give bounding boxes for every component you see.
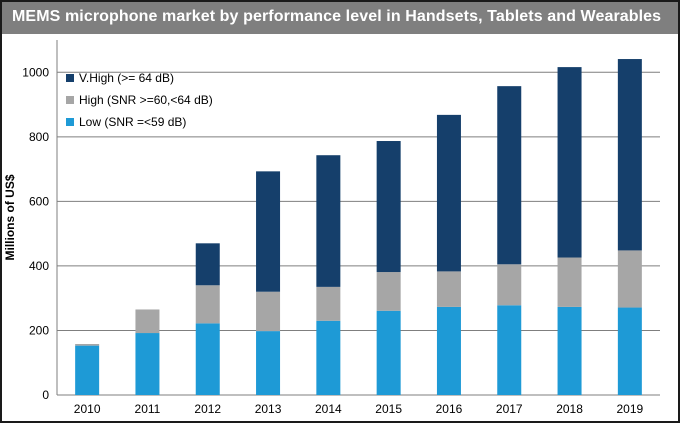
x-tick-label: 2011	[135, 402, 161, 416]
bar-vhigh-2018	[557, 67, 582, 258]
x-tick-label: 2010	[74, 402, 101, 416]
bar-low-2014	[316, 320, 341, 395]
x-tick-label: 2013	[255, 402, 282, 416]
x-tick-label: 2018	[556, 402, 583, 416]
x-tick-label: 2019	[616, 402, 643, 416]
legend-label: Low (SNR =<59 dB)	[79, 115, 186, 129]
bar-high-2013	[256, 291, 281, 332]
bar-vhigh-2016	[436, 114, 461, 272]
bar-high-2010	[75, 344, 100, 346]
bar-vhigh-2013	[256, 171, 281, 292]
y-tick-label: 600	[29, 194, 49, 208]
y-tick-label: 0	[42, 388, 49, 402]
x-tick-label: 2017	[496, 402, 523, 416]
bar-low-2012	[195, 323, 220, 395]
bar-vhigh-2014	[316, 155, 341, 287]
y-tick-label: 200	[29, 323, 49, 337]
legend-swatch	[66, 96, 74, 104]
bar-low-2015	[376, 310, 401, 395]
legend-swatch	[66, 118, 74, 126]
bar-vhigh-2012	[195, 243, 220, 286]
y-axis-label: Millions of US$	[3, 174, 17, 260]
x-tick-label: 2015	[375, 402, 402, 416]
bar-low-2016	[436, 306, 461, 395]
bar-low-2013	[256, 331, 281, 395]
x-tick-label: 2012	[194, 402, 221, 416]
bar-high-2012	[195, 285, 220, 324]
y-tick-label: 1000	[22, 65, 49, 79]
y-tick-label: 800	[29, 130, 49, 144]
title-bar: MEMS microphone market by performance le…	[2, 2, 678, 34]
bar-low-2011	[135, 333, 160, 395]
bar-vhigh-2019	[617, 59, 642, 251]
bar-high-2019	[617, 250, 642, 308]
bar-vhigh-2017	[497, 86, 522, 265]
bar-vhigh-2015	[376, 141, 401, 273]
x-tick-label: 2016	[436, 402, 463, 416]
bar-high-2015	[376, 272, 401, 311]
bar-high-2011	[135, 309, 160, 334]
bar-low-2019	[617, 307, 642, 395]
bar-high-2017	[497, 264, 522, 306]
legend-label: V.High (>= 64 dB)	[79, 71, 174, 85]
y-tick-label: 400	[29, 259, 49, 273]
bar-high-2016	[436, 271, 461, 307]
bar-high-2018	[557, 257, 582, 307]
legend-swatch	[66, 74, 74, 82]
bar-low-2018	[557, 306, 582, 395]
bar-low-2010	[75, 345, 100, 395]
legend-label: High (SNR >=60,<64 dB)	[79, 93, 213, 107]
x-tick-label: 2014	[315, 402, 342, 416]
chart-title: MEMS microphone market by performance le…	[12, 8, 662, 25]
bar-high-2014	[316, 286, 341, 321]
bar-low-2017	[497, 305, 522, 395]
